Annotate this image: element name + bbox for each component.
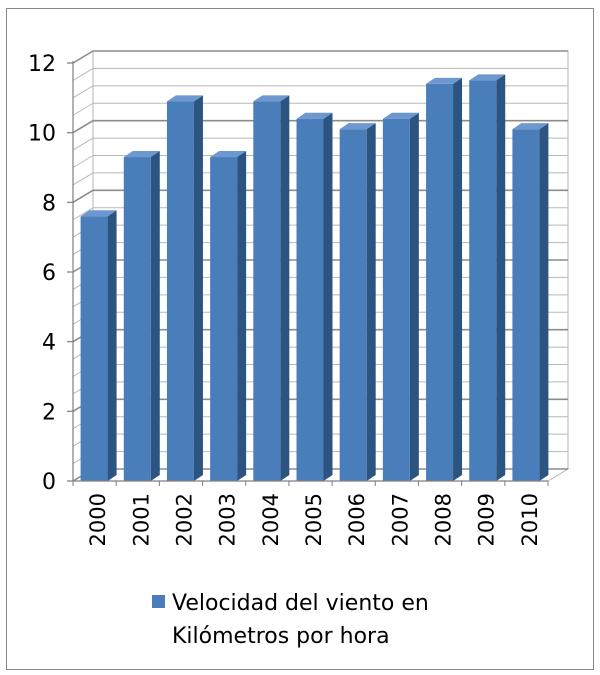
y-tick-label: 8 <box>42 191 56 216</box>
bar-side <box>323 112 333 481</box>
bar-top <box>210 151 247 158</box>
bar-front <box>210 157 238 482</box>
bar-top <box>296 112 333 119</box>
bar-front <box>166 101 194 482</box>
bar-top <box>469 74 506 81</box>
bar-side <box>453 77 463 482</box>
bar-top <box>382 112 419 119</box>
bar <box>210 151 247 482</box>
x-tick-label: 2008 <box>432 493 456 546</box>
y-tick-label: 10 <box>28 122 56 147</box>
bar-side <box>150 151 160 482</box>
bar-side <box>539 123 549 481</box>
x-tick-label: 2006 <box>345 493 369 546</box>
bar-side <box>409 112 419 481</box>
bar-top <box>253 95 290 102</box>
bar-front <box>80 216 108 481</box>
bar-front <box>382 118 410 481</box>
bar-side <box>366 123 376 481</box>
y-tick-label: 12 <box>28 52 56 77</box>
y-tick-label: 2 <box>42 400 56 425</box>
bar-side <box>107 210 117 481</box>
legend-label-line2: Kilómetros por hora <box>172 624 390 649</box>
x-tick-label: 2005 <box>302 493 326 546</box>
bar-front <box>296 118 324 481</box>
bar <box>426 77 463 482</box>
x-tick-label: 2002 <box>172 493 196 546</box>
bar <box>80 210 117 481</box>
y-axis: 0 2 4 6 8 10 12 <box>28 52 74 495</box>
gridline-side <box>72 50 94 64</box>
bar-front <box>469 80 497 482</box>
y-tick-label: 0 <box>42 470 56 495</box>
bar <box>469 74 506 482</box>
gridline-side <box>72 119 94 134</box>
gridline-side <box>72 85 94 99</box>
gridline-side <box>72 189 94 204</box>
bar-side <box>496 74 506 482</box>
bar <box>512 123 549 481</box>
bar-top <box>512 123 549 130</box>
x-axis: 2000 2001 2002 2003 2004 2005 2006 2007 2008 2009… <box>72 480 549 546</box>
bar <box>296 112 333 481</box>
bar-top <box>166 95 203 102</box>
gridline-side <box>72 172 94 186</box>
gridline-side <box>72 137 94 151</box>
bars <box>80 74 549 482</box>
bar-top <box>123 151 160 158</box>
bar-front <box>253 101 281 482</box>
x-tick-label: 2007 <box>388 493 412 546</box>
bar-side <box>193 95 203 482</box>
x-tick-label: 2010 <box>518 493 542 546</box>
x-tick-label: 2000 <box>86 493 110 546</box>
x-tick-label: 2009 <box>475 493 499 546</box>
gridline-side <box>72 67 94 81</box>
gridline-side <box>72 102 94 116</box>
bar-side <box>237 151 247 482</box>
bar <box>166 95 203 482</box>
bar-top <box>80 210 117 217</box>
bar <box>382 112 419 481</box>
bar-side <box>280 95 290 482</box>
y-tick-label: 6 <box>42 261 56 286</box>
x-tick-label: 2003 <box>216 493 240 546</box>
gridline-side <box>72 155 94 168</box>
bar-front <box>339 129 367 481</box>
legend-swatch <box>152 595 165 608</box>
legend-label-line1: Velocidad del viento en <box>172 591 429 616</box>
x-tick-label: 2004 <box>259 493 283 546</box>
bar <box>339 123 376 481</box>
bar-top <box>339 123 376 130</box>
bar-front <box>426 83 454 482</box>
bar-front <box>512 129 540 481</box>
bar-front <box>123 157 151 482</box>
legend: Velocidad del viento en Kilómetros por h… <box>152 591 429 649</box>
x-tick-label: 2001 <box>129 493 153 546</box>
gridline-side <box>72 207 94 221</box>
bar <box>253 95 290 482</box>
bar <box>123 151 160 482</box>
y-tick-label: 4 <box>42 331 56 356</box>
bar-top <box>426 77 463 84</box>
